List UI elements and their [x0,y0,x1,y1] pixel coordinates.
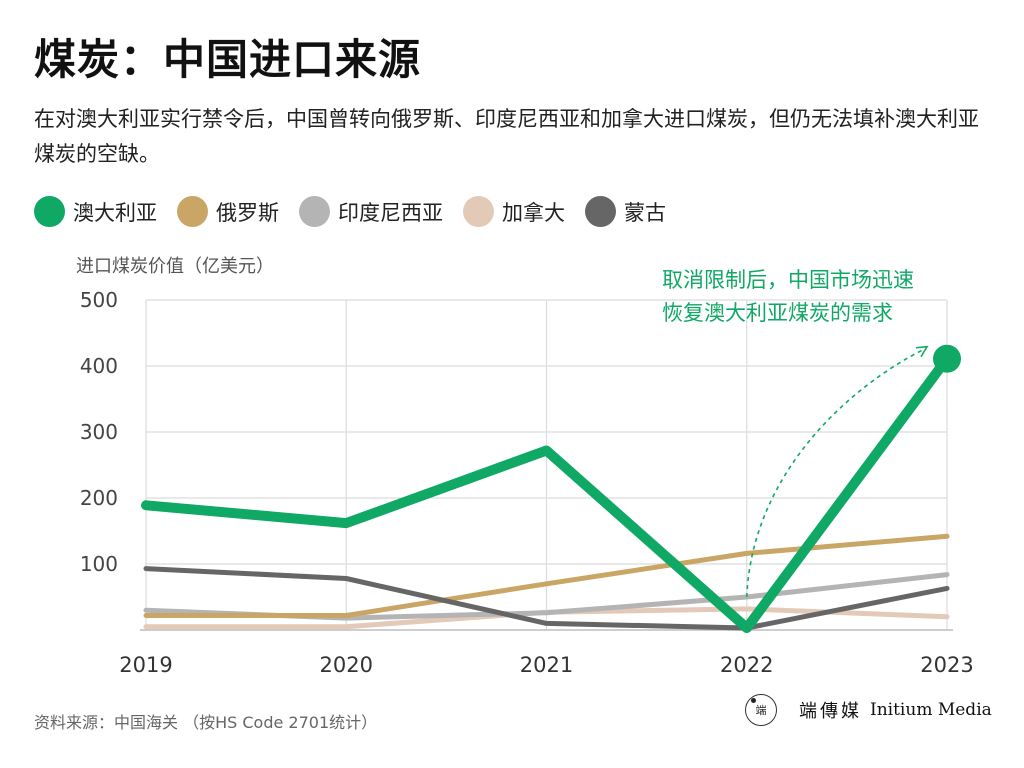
legend-item: 印度尼西亚 [299,196,443,227]
page-subtitle: 在对澳大利亚实行禁令后，中国曾转向俄罗斯、印度尼西亚和加拿大进口煤炭，但仍无法填… [34,107,979,166]
y-tick-label: 300 [80,420,118,444]
legend-label: 加拿大 [502,200,565,225]
legend-label: 澳大利亚 [73,200,157,225]
legend-swatch [34,196,65,227]
highlight-end-marker [933,344,961,373]
y-tick-label: 200 [80,486,118,510]
y-tick-label: 500 [80,288,118,312]
y-tick-label: 100 [80,552,118,576]
legend-label: 印度尼西亚 [338,200,443,225]
logo-badge-text: 端 [755,704,767,717]
series-line-0 [141,353,952,633]
legend-item: 澳大利亚 [34,196,157,227]
y-tick-label: 400 [80,354,118,378]
legend-item: 加拿大 [463,196,565,227]
legend-swatch [299,196,330,227]
page-title: 煤炭：中国进口来源 [34,35,422,84]
x-tick-label: 2021 [520,653,573,677]
x-tick-label: 2019 [119,653,172,677]
annotation-text: 取消限制后，中国市场迅速 [662,268,914,292]
x-tick-label: 2020 [320,653,373,677]
legend-label: 蒙古 [624,200,666,225]
annotation-text: 恢复澳大利亚煤炭的需求 [662,301,893,325]
x-tick-label: 2023 [920,653,973,677]
logo-chinese-name: 端傳媒 [799,701,862,722]
source-note: 资料来源：中国海关 （按HS Code 2701统计） [34,713,378,732]
legend-label: 俄罗斯 [216,200,279,225]
chart-legend: 澳大利亚 俄罗斯 印度尼西亚 加拿大 蒙古 [34,196,686,227]
logo-english-name: Initium Media [870,700,992,720]
annotation-arrow [745,348,926,598]
legend-swatch [585,196,616,227]
y-axis-label: 进口煤炭价值（亿美元） [76,256,274,277]
x-tick-label: 2022 [720,653,773,677]
legend-swatch [177,196,208,227]
legend-swatch [463,196,494,227]
annotation-arrowhead [915,345,929,358]
legend-item: 蒙古 [585,196,666,227]
initium-media-logo: 端 端傳媒 Initium Media [745,694,992,726]
legend-item: 俄罗斯 [177,196,279,227]
logo-badge-icon: 端 [745,694,777,726]
